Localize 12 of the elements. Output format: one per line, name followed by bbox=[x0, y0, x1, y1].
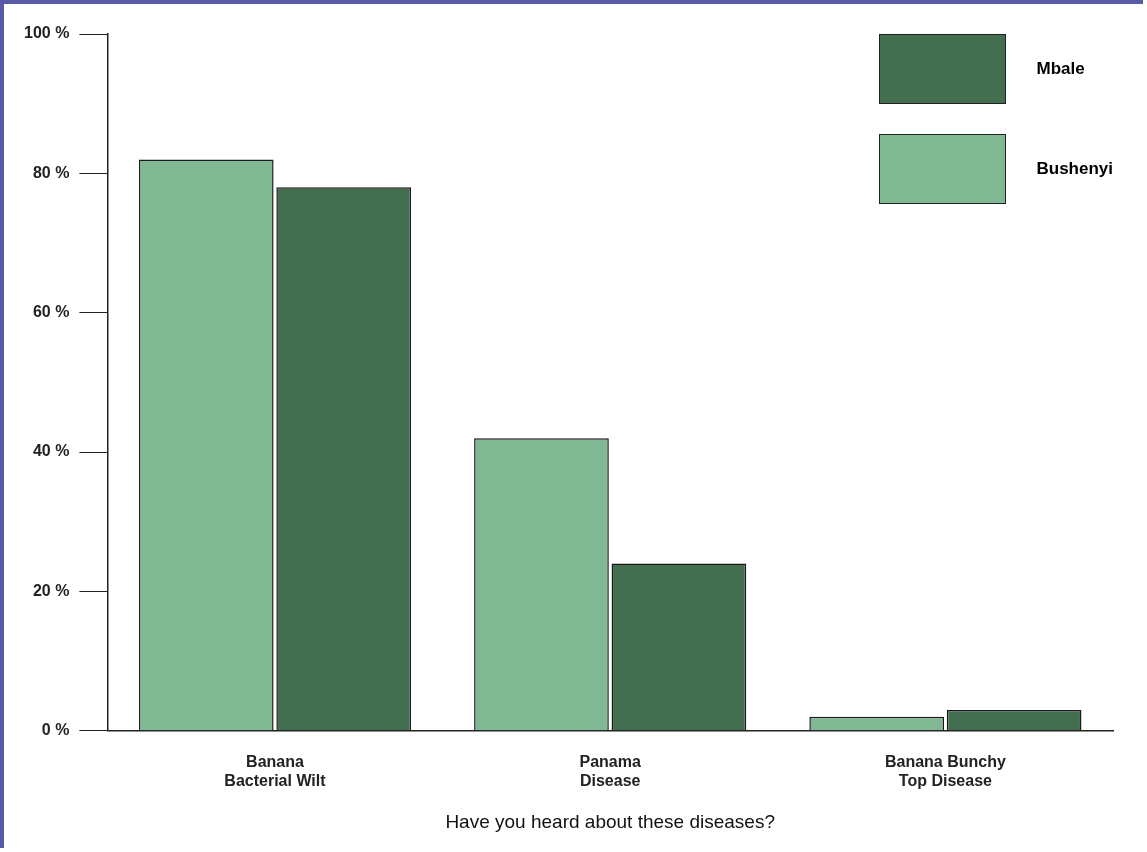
x-tick-label: Panama Disease bbox=[579, 752, 641, 790]
text: Mbale bbox=[1036, 59, 1085, 79]
y-tick-label: 0 % bbox=[41, 721, 70, 739]
x-tick-label: Banana Bacterial Wilt bbox=[224, 752, 327, 790]
x-tick-label: Banana Bunchy Top Disease bbox=[884, 752, 1006, 790]
y-tick-label: 80 % bbox=[32, 163, 70, 181]
y-tick-label: 20 % bbox=[32, 581, 70, 599]
y-tick-label: 40 % bbox=[32, 442, 70, 460]
text: Bushenyi bbox=[1036, 159, 1113, 179]
y-tick-label: 60 % bbox=[32, 303, 70, 321]
y-tick-label: 100 % bbox=[23, 24, 70, 42]
x-axis-title: Have you heard about these diseases? bbox=[445, 810, 775, 832]
